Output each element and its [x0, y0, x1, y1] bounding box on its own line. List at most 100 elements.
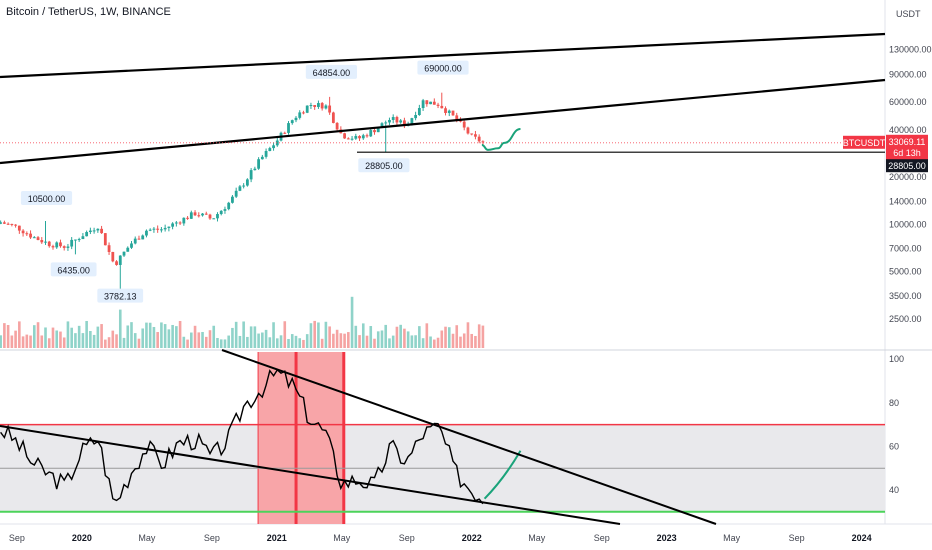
volume-bar — [343, 333, 346, 348]
candle-body — [47, 241, 51, 247]
price-tick-label: 90000.00 — [889, 70, 927, 80]
rsi-lower-trendline — [0, 425, 621, 525]
candle-body — [466, 127, 470, 134]
callout-label: 6435.00 — [57, 265, 90, 275]
time-tick-label: Sep — [399, 533, 415, 543]
volume-bar — [347, 332, 350, 348]
volume-bar — [55, 330, 59, 348]
volume-bar — [287, 338, 290, 348]
volume-bar — [10, 335, 14, 348]
volume-bar — [190, 332, 193, 348]
volume-bar — [406, 331, 410, 348]
volume-bar — [466, 322, 470, 348]
candle-body — [17, 225, 21, 231]
candle-body — [115, 261, 118, 265]
candle-body — [294, 117, 298, 121]
volume-bar — [115, 334, 118, 348]
candle-body — [388, 119, 391, 123]
candle-body — [331, 112, 335, 123]
price-callouts: 64854.00 69000.00 28805.00 10500.00 6435.00 3… — [20, 60, 469, 303]
candle-body — [160, 229, 163, 231]
candle-body — [88, 230, 92, 233]
volume-bar — [429, 336, 432, 348]
volume-bar — [40, 335, 44, 348]
candle-body — [174, 222, 178, 224]
volume-bar — [257, 333, 260, 348]
callout-label: 28805.00 — [365, 161, 403, 171]
candle-body — [470, 133, 474, 135]
volume-bar — [451, 333, 455, 348]
symbol-badge-label: BTCUSDT — [843, 138, 886, 148]
volume-bar — [421, 338, 425, 348]
candle-body — [376, 127, 380, 133]
candle-body — [77, 239, 81, 241]
volume-bar — [25, 334, 29, 348]
candle-body — [197, 215, 201, 217]
candle-body — [21, 230, 25, 234]
time-tick-label: May — [138, 533, 156, 543]
candle-body — [133, 238, 137, 244]
time-tick-label: 2021 — [267, 533, 287, 543]
volume-bar — [3, 323, 6, 348]
candle-body — [186, 217, 189, 219]
time-tick-label: Sep — [594, 533, 610, 543]
time-tick-label: May — [723, 533, 741, 543]
rsi-axis: 100 80 60 40 — [889, 354, 904, 495]
candle-body — [178, 222, 182, 224]
price-tick-label: 20000.00 — [889, 172, 927, 182]
candle-body — [436, 104, 440, 106]
candle-body — [335, 122, 339, 130]
candle-body — [145, 230, 148, 236]
candle-body — [66, 246, 70, 248]
candle-body — [2, 222, 6, 224]
candle-body — [313, 105, 317, 107]
candle-body — [51, 246, 55, 248]
candle-body — [320, 103, 324, 109]
candle-body — [163, 227, 167, 230]
candle-body — [234, 190, 238, 197]
candle-body — [118, 255, 122, 265]
candle-body — [44, 241, 47, 243]
time-tick-label: May — [528, 533, 546, 543]
candle-body — [268, 148, 272, 151]
candle-body — [391, 117, 395, 120]
volume-bar — [447, 327, 451, 348]
volume-bar — [0, 335, 2, 348]
time-tick-label: 2024 — [852, 533, 872, 543]
candle-body — [92, 230, 96, 232]
price-tick-label: 14000.00 — [889, 196, 927, 206]
candle-body — [193, 212, 197, 216]
candle-body — [238, 186, 242, 191]
time-tick-label: 2022 — [462, 533, 482, 543]
time-tick-label: Sep — [204, 533, 220, 543]
volume-bar — [141, 328, 145, 348]
volume-bar — [436, 337, 440, 348]
candle-body — [283, 132, 287, 134]
candle-body — [242, 185, 246, 187]
candle-body — [59, 242, 62, 247]
volume-bar — [391, 335, 395, 348]
volume-bar — [294, 335, 298, 348]
volume-bar — [126, 325, 130, 348]
last-price-label: 33069.11 — [889, 137, 926, 147]
volume-bar — [133, 333, 137, 348]
chart-title: Bitcoin / TetherUS, 1W, BINANCE — [6, 6, 171, 18]
volume-bar — [279, 335, 283, 348]
support-level-label: 28805.00 — [888, 161, 926, 171]
volume-bar — [231, 327, 234, 348]
candle-body — [201, 213, 204, 216]
candle-body — [107, 245, 111, 252]
price-tick-label: 60000.00 — [889, 97, 927, 107]
candle-body — [481, 141, 485, 143]
volume-bar — [182, 336, 186, 348]
volume-bar — [425, 323, 429, 348]
volume-bar — [410, 335, 414, 348]
candle-body — [204, 213, 208, 215]
callout-label: 64854.00 — [313, 68, 351, 78]
volume-bar — [305, 334, 309, 348]
volume-bar — [234, 321, 238, 348]
candle-body — [346, 138, 350, 140]
candle-body — [130, 243, 133, 248]
volume-bar — [462, 333, 466, 348]
